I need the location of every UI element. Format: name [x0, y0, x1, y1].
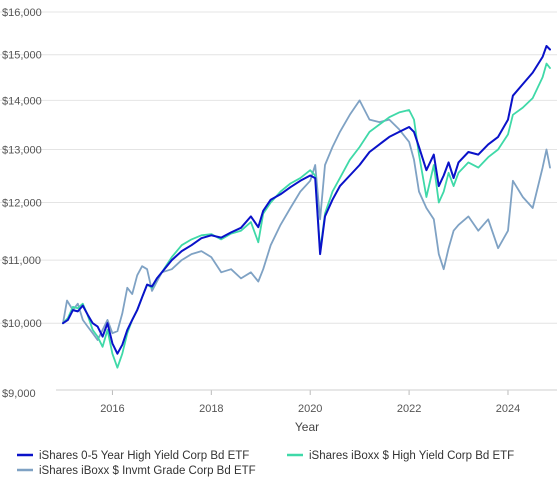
- series-line-high-yield: [62, 62, 551, 369]
- y-tick-label: $12,000: [2, 198, 42, 210]
- y-tick-label: $16,000: [2, 7, 42, 19]
- legend-item-investment-grade: iShares iBoxx $ Invmt Grade Corp Bd ETF: [17, 465, 256, 477]
- legend-label: iShares iBoxx $ Invmt Grade Corp Bd ETF: [39, 465, 256, 477]
- legend-label: iShares iBoxx $ High Yield Corp Bd ETF: [309, 450, 514, 462]
- x-tick-label: 2018: [199, 403, 223, 415]
- y-tick-label: $11,000: [2, 255, 41, 267]
- y-tick-label: $9,000: [2, 388, 36, 400]
- legend-label: iShares 0-5 Year High Yield Corp Bd ETF: [39, 450, 249, 462]
- legend-item-short-term-high-yield: iShares 0-5 Year High Yield Corp Bd ETF: [17, 450, 249, 462]
- y-tick-label: $15,000: [2, 50, 42, 62]
- y-tick-label: $13,000: [2, 144, 42, 156]
- x-axis-tick-labels: 2016 2018 2020 2022 2024: [100, 390, 520, 415]
- x-tick-label: 2020: [298, 403, 322, 415]
- x-tick-label: 2024: [496, 403, 520, 415]
- y-axis-tick-labels: $9,000 $10,000 $11,000 $12,000 $13,000 $14,00…: [2, 7, 42, 400]
- series-lines: [62, 45, 551, 369]
- x-tick-label: 2022: [397, 403, 421, 415]
- y-tick-label: $10,000: [2, 318, 42, 330]
- series-line-investment-grade: [62, 99, 551, 341]
- legend-item-high-yield: iShares iBoxx $ High Yield Corp Bd ETF: [287, 450, 514, 462]
- legend: iShares 0-5 Year High Yield Corp Bd ETF i…: [17, 450, 514, 477]
- x-tick-label: 2016: [100, 403, 124, 415]
- grid-lines: [0, 11, 557, 324]
- series-line-short-term-high-yield: [62, 45, 551, 355]
- x-axis-title: Year: [295, 420, 319, 434]
- y-tick-label: $14,000: [2, 95, 42, 107]
